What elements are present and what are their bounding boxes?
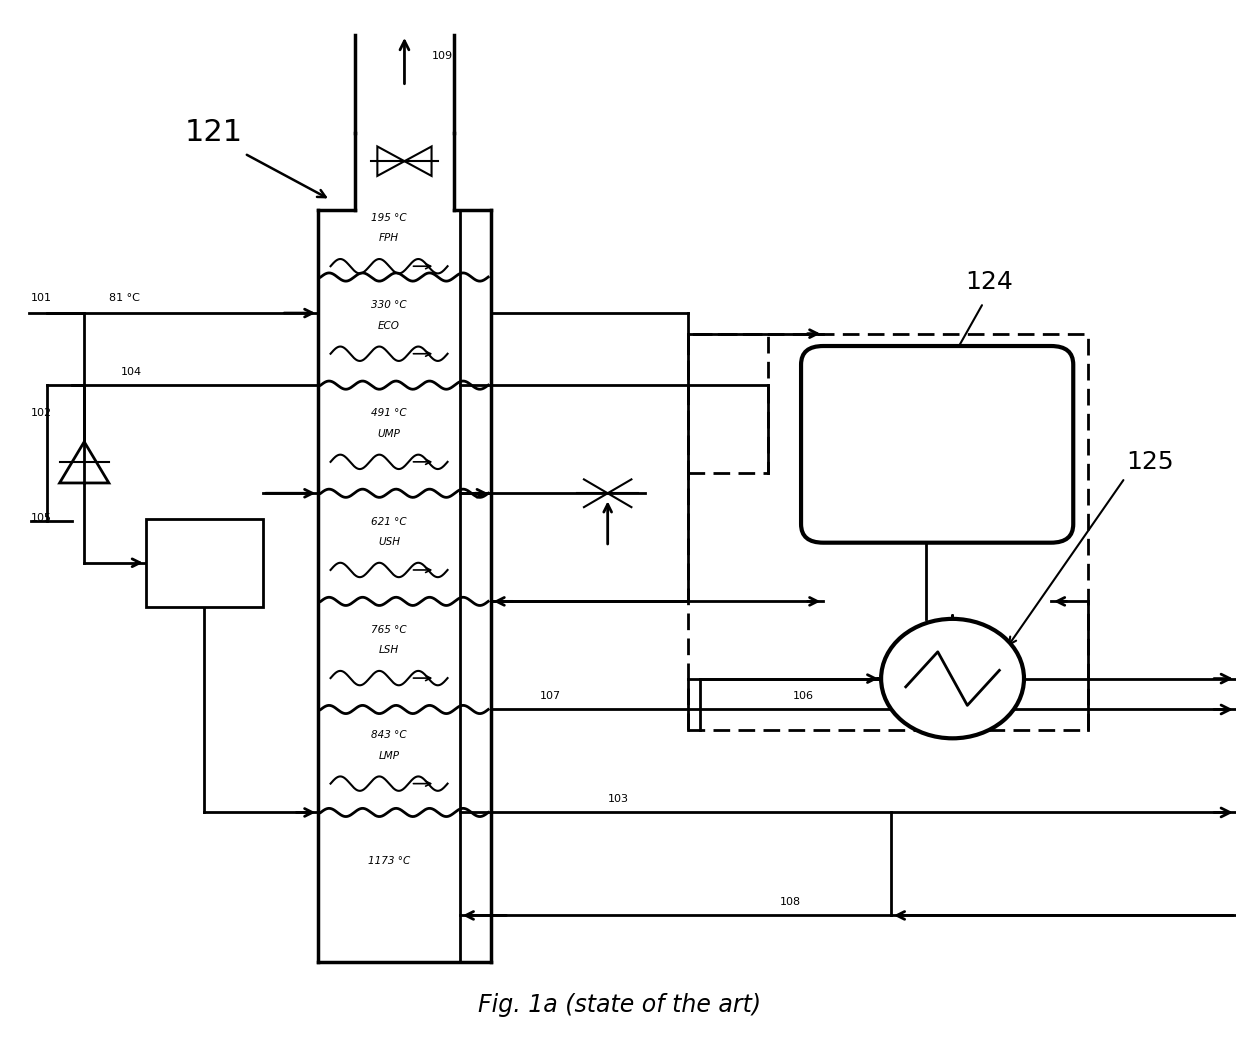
Text: 108: 108 [780,897,801,907]
Text: 105: 105 [31,513,52,523]
Text: USH: USH [378,538,401,547]
Text: 81 °C: 81 °C [109,293,140,303]
Text: 491 °C: 491 °C [371,409,407,418]
Text: LMP: LMP [378,750,399,761]
Text: 125: 125 [1126,450,1173,474]
Text: LSH: LSH [379,646,399,655]
Text: 121: 121 [185,118,243,147]
Text: 102: 102 [31,408,52,418]
FancyBboxPatch shape [801,346,1074,543]
Circle shape [882,619,1024,738]
Text: FPH: FPH [379,234,399,244]
Text: 621 °C: 621 °C [371,517,407,526]
Text: 195 °C: 195 °C [371,213,407,223]
Text: 103: 103 [608,794,629,804]
Text: 765 °C: 765 °C [371,625,407,634]
Bar [688,333,1087,730]
Bar [146,519,263,606]
Text: 109: 109 [432,51,453,60]
Text: 107: 107 [539,691,560,702]
Text: 104: 104 [122,366,143,377]
Text: UMP: UMP [378,429,401,439]
Text: 330 °C: 330 °C [371,300,407,310]
Text: ECO: ECO [378,321,401,331]
Text: 101: 101 [31,293,52,303]
Text: 124: 124 [966,270,1013,294]
Text: 106: 106 [792,691,813,702]
Text: 843 °C: 843 °C [371,730,407,740]
Bar [688,333,768,472]
Text: Fig. 1a (state of the art): Fig. 1a (state of the art) [479,993,761,1017]
Text: 1173 °C: 1173 °C [368,856,410,867]
